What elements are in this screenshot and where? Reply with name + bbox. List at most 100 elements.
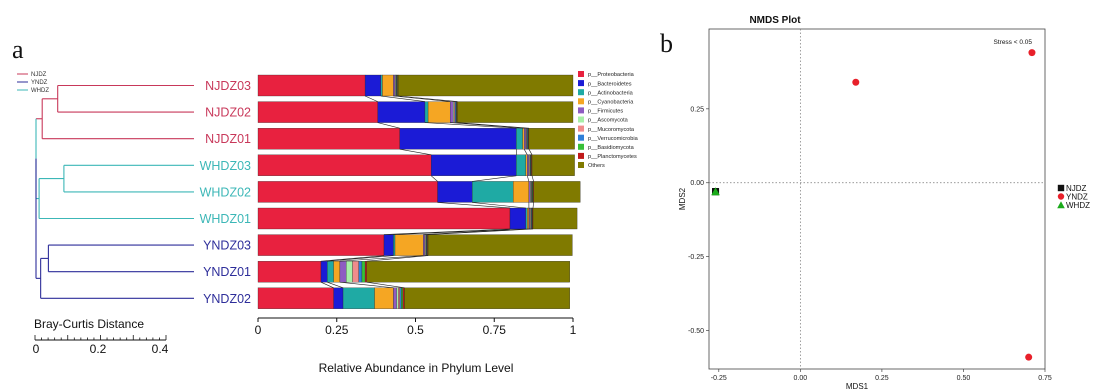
panel-a-label: a (12, 35, 24, 64)
bar-segment (257, 154, 432, 176)
bar-connector (327, 281, 344, 289)
phylum-legend-label: p__Bacteroidetes (588, 81, 632, 87)
bar-segment (383, 234, 394, 256)
bar-segment (352, 261, 359, 283)
bar-axis-tick-label: 0.25 (325, 323, 349, 337)
bar-segment (380, 74, 383, 97)
panel-a: a NJDZ YNDZ WHDZ NJDZ03 NJDZ02 NJDZ01 WHDZ03 W… (12, 35, 639, 375)
phylum-legend-label: p__Basidiomycota (588, 145, 635, 151)
bar-x-axis-title: Relative Abundance in Phylum Level (319, 361, 514, 375)
nmds-point (711, 187, 720, 196)
bar-segment (513, 181, 530, 203)
bar-segment (516, 128, 523, 150)
phylum-legend-label: p__Proteobacteria (588, 72, 635, 78)
bar-connector (393, 95, 451, 102)
bar-connector (431, 175, 438, 182)
bar-segment (396, 287, 399, 309)
bar-segment (257, 74, 366, 97)
nmds-x-tick-label: 0.75 (1038, 375, 1052, 382)
sample-label: WHDZ01 (200, 212, 251, 226)
bar-segment (437, 181, 473, 203)
sample-label: WHDZ03 (200, 159, 251, 173)
bar-segment (524, 128, 526, 150)
bar-segment (377, 101, 426, 123)
bar-axis-tick-label: 1 (570, 323, 577, 337)
phylum-legend-swatch (578, 89, 584, 96)
distance-scale-tick-label: 0.4 (152, 342, 169, 356)
bar-segment (525, 207, 528, 230)
nmds-point (1028, 49, 1036, 57)
dendrogram (35, 84, 194, 299)
nmds-title: NMDS Plot (749, 15, 801, 26)
bar-connector (339, 255, 424, 262)
nmds-legend-label: NJDZ (1066, 184, 1087, 193)
distance-scale-title: Bray-Curtis Distance (34, 317, 144, 331)
phylum-legend-label: p__Actinobacteria (588, 90, 634, 96)
bar-connector (399, 148, 432, 156)
bar-segment (533, 181, 581, 203)
phylum-legend-swatch (578, 80, 584, 87)
nmds-x-axis-title: MDS1 (846, 382, 869, 391)
sample-label: YNDZ03 (203, 239, 251, 253)
nmds-zero-lines (709, 29, 1045, 369)
bar-segment (364, 74, 382, 97)
nmds-legend-label: YNDZ (1066, 193, 1088, 202)
bar-segment (423, 234, 426, 256)
bar-segment (394, 234, 424, 256)
bar-segment (532, 207, 578, 230)
bar-segment (382, 74, 394, 97)
phylum-legend-swatch (578, 116, 584, 123)
bar-axis-tick-label: 0 (255, 323, 262, 337)
sample-label: NJDZ03 (205, 79, 251, 93)
phylum-legend-label: p__Planctomycetes (588, 154, 637, 160)
nmds-point (852, 78, 860, 86)
bar-connector (428, 228, 534, 235)
bar-segment (527, 207, 530, 230)
panel-b: b NMDS Plot -0.25 0.00 0.25 0.50 0.75-0.50-0… (660, 15, 1090, 391)
phylum-legend-swatch (578, 152, 584, 159)
nmds-x-tick-label: 0.00 (794, 375, 808, 382)
bar-segment (257, 101, 378, 123)
phylum-legend-label: Others (588, 163, 605, 169)
bar-segment (431, 154, 517, 176)
nmds-x-tick-label: 0.50 (957, 375, 971, 382)
nmds-legend-label: WHDZ (1066, 201, 1090, 210)
bar-connector (457, 122, 529, 129)
bar-segment (509, 207, 526, 230)
stress-annotation: Stress < 0.05 (994, 39, 1033, 46)
bar-connector (424, 122, 517, 129)
phylum-legend-swatch (578, 134, 584, 141)
distance-scale-tick-label: 0.2 (90, 342, 107, 356)
bar-segment (427, 101, 451, 123)
nmds-y-tick-label: 0.00 (690, 180, 704, 187)
bar-segment (257, 181, 438, 203)
bar-segment (364, 261, 367, 283)
bar-segment (393, 234, 396, 256)
nmds-legend-marker (1057, 193, 1065, 200)
bar-segment (516, 154, 526, 176)
bar-connector (320, 255, 385, 262)
panel-b-label: b (660, 29, 673, 58)
sample-label: WHDZ02 (200, 185, 251, 199)
bar-connector (364, 95, 378, 102)
bar-connector (398, 95, 458, 102)
bar-segment (361, 261, 366, 283)
bar-axis-tick-label: 0.75 (483, 323, 507, 337)
tree-legend-label: NJDZ (31, 72, 47, 78)
bar-segment (404, 287, 571, 309)
bar-x-axis: Relative Abundance in Phylum Level 0 0.25… (255, 317, 577, 375)
bar-connector (380, 95, 425, 102)
bar-connector (450, 122, 525, 129)
bar-connector (523, 149, 528, 155)
bar-segment (339, 261, 347, 283)
phylum-legend-swatch (578, 125, 584, 132)
nmds-y-axis-title: MDS2 (678, 187, 687, 210)
bar-connector (527, 175, 530, 182)
phylum-legend-swatch (578, 107, 584, 114)
bar-segment (393, 287, 397, 309)
nmds-point (1025, 353, 1033, 361)
nmds-plot-area (708, 28, 1046, 370)
bar-segment (398, 287, 400, 309)
